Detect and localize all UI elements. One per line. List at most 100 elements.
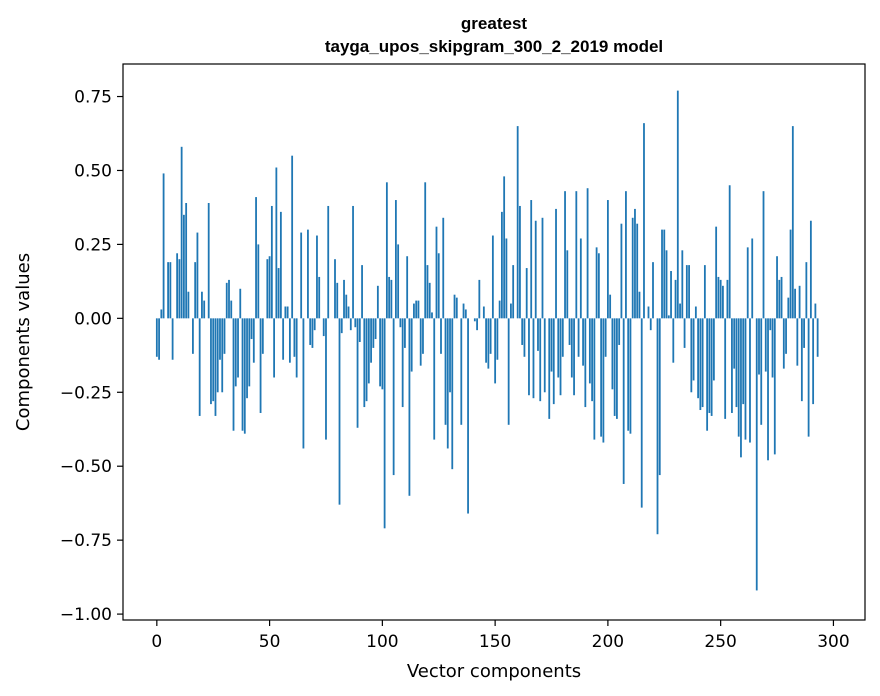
x-tick-label: 100 [366,632,398,652]
bar [207,203,210,319]
bar [665,250,668,319]
bar [737,318,740,437]
bar [255,197,257,319]
bar [611,318,614,390]
bar [160,309,163,319]
bar [230,300,233,319]
bar [516,126,519,319]
bar [812,318,815,405]
bar [178,259,181,319]
bar [239,288,242,319]
bar [361,265,363,319]
bar [437,253,440,319]
bar [464,309,467,319]
bar [647,306,650,319]
bar [794,288,796,319]
bar [397,244,400,319]
bar [176,253,179,319]
bar [311,318,314,348]
bar [394,200,397,319]
bar [555,208,557,319]
bar [210,318,212,405]
bar [640,318,643,508]
bar [440,318,442,354]
bar [491,235,494,319]
bar [616,318,618,419]
bar [582,318,584,366]
bar [618,318,621,345]
bar [284,306,287,319]
bar [413,303,415,319]
bar [282,318,285,360]
bar [600,318,603,437]
plot-frame [122,63,866,621]
bar [336,282,339,319]
bar [340,318,343,334]
bar [223,318,226,354]
bar [494,318,497,384]
bar [433,318,436,440]
bar [354,318,357,328]
bar [719,279,722,319]
bar [604,318,607,357]
bar [277,268,280,319]
bar [667,315,670,319]
bar [629,318,632,434]
x-tick-label: 0 [151,632,162,652]
bar [365,318,368,402]
bar [352,205,354,319]
bar [167,262,169,319]
bar [679,303,681,319]
bar [683,318,686,348]
bar [613,318,616,416]
bar [740,318,742,458]
y-axis-ticks: 0.75 0.50 0.25 0.00 −0.25 −0.50 −0.75 −1.00 [60,88,123,625]
bar [661,229,663,319]
bar [388,276,391,319]
bar [796,318,799,366]
bar [731,318,733,413]
bar [559,318,562,396]
bar [552,318,555,405]
bar [595,247,598,319]
bar [370,318,372,363]
bar [674,279,677,319]
bar [307,229,309,319]
bar [424,182,427,319]
bar [392,318,395,476]
bar [789,229,792,319]
bar [634,208,636,319]
bar [751,238,754,319]
bar [318,276,321,319]
bar [627,318,630,431]
bar [381,318,384,390]
bar [288,318,291,363]
bar [489,318,492,354]
bar [291,155,294,319]
bar [577,318,580,357]
bar [548,318,551,419]
bar [521,318,524,345]
bar [735,318,738,408]
bar [746,247,749,319]
bar [692,318,695,381]
bar [246,318,248,399]
bar [814,303,817,319]
bar [216,318,219,393]
bar [435,226,438,319]
x-tick-label: 150 [479,632,511,652]
y-tick-label: 0.25 [74,235,112,255]
bar [248,318,251,387]
bar [722,285,724,319]
bar [785,318,787,354]
bar [593,318,596,440]
bar [487,318,490,369]
bar [203,300,206,319]
bar [744,318,747,440]
bar [690,318,693,393]
bar [363,318,366,408]
x-tick-label: 200 [592,632,624,652]
y-tick-label: 0.75 [74,88,112,108]
bar [625,191,627,319]
bar [816,318,819,357]
